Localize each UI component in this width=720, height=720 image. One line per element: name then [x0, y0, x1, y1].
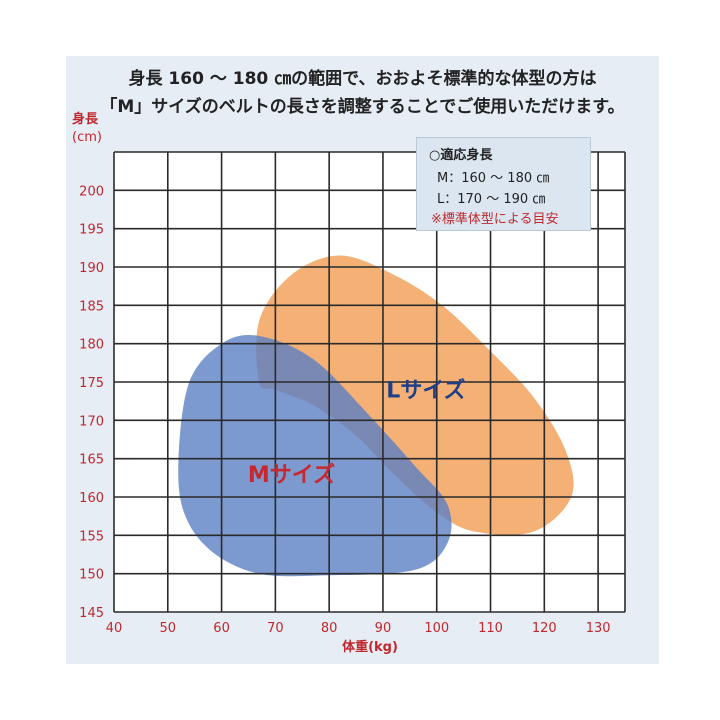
- x-tick-label: 40: [106, 621, 123, 636]
- y-tick-label: 145: [79, 606, 104, 621]
- y-tick-label: 200: [79, 184, 104, 199]
- x-tick-label: 90: [375, 621, 392, 636]
- header-line-1: 身長 160 ～ 180 ㎝の範囲で、おおよそ標準的な体型の方は: [128, 69, 597, 89]
- legend-title: ○適応身長: [429, 148, 493, 163]
- y-tick-label: 175: [79, 376, 104, 391]
- y-axis-ticks: 145 150 155 160 165 170 175 180 185 190 195 200: [79, 184, 104, 621]
- region-label-l: Lサイズ: [386, 378, 465, 404]
- y-tick-label: 180: [79, 338, 104, 353]
- y-tick-label: 185: [79, 299, 104, 314]
- legend-m-range: M：160 ～ 180 ㎝: [437, 171, 550, 186]
- y-axis-label: 身長: [72, 111, 99, 127]
- y-tick-label: 170: [79, 414, 104, 429]
- y-tick-label: 195: [79, 223, 104, 238]
- x-axis-ticks: 40 50 60 70 80 90 100 110 120 130: [106, 621, 611, 636]
- legend-box: ○適応身長 M：160 ～ 180 ㎝ L：170 ～ 190 ㎝ ※標準体型に…: [416, 137, 591, 231]
- y-axis-unit: (cm): [72, 130, 102, 145]
- x-tick-label: 70: [267, 621, 284, 636]
- x-axis-label: 体重(kg): [342, 639, 398, 655]
- region-label-m: Mサイズ: [248, 462, 335, 488]
- y-tick-label: 190: [79, 261, 104, 276]
- region-labels: Lサイズ Mサイズ: [248, 378, 466, 488]
- y-tick-label: 160: [79, 491, 104, 506]
- x-tick-label: 100: [424, 621, 449, 636]
- x-tick-label: 120: [532, 621, 557, 636]
- x-tick-label: 80: [321, 621, 338, 636]
- x-tick-label: 130: [586, 621, 611, 636]
- y-tick-label: 155: [79, 529, 104, 544]
- legend-l-range: L：170 ～ 190 ㎝: [437, 192, 546, 207]
- region-l-size: [256, 255, 574, 535]
- x-tick-label: 60: [213, 621, 230, 636]
- x-tick-label: 50: [160, 621, 177, 636]
- y-tick-label: 150: [79, 568, 104, 583]
- legend-note: ※標準体型による目安: [431, 212, 559, 227]
- grid-lines: [113, 151, 626, 613]
- x-tick-label: 110: [478, 621, 503, 636]
- y-tick-label: 165: [79, 453, 104, 468]
- header-line-2: 「M」サイズのベルトの長さを調整することでご使用いただけます。: [100, 97, 625, 117]
